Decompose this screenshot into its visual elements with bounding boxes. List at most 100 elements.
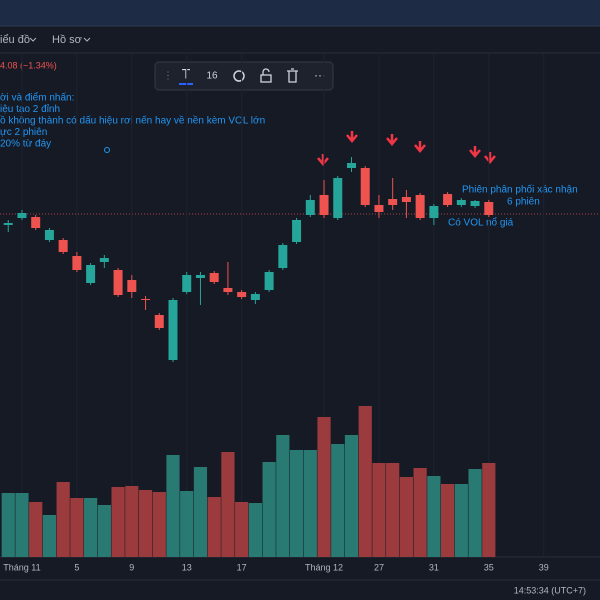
candle-body — [113, 270, 123, 295]
annotation-line: ồ không thành có dấu hiệu rơi nến hay về… — [0, 115, 265, 127]
tab[interactable]: Hồ sơ — [52, 34, 82, 46]
volume-bar — [482, 463, 496, 557]
candle-body — [250, 294, 260, 300]
volume-bar — [111, 487, 125, 557]
candle-body — [292, 220, 302, 242]
candle-body — [484, 202, 494, 215]
arrow — [346, 131, 358, 143]
volume-bar — [303, 450, 317, 557]
arrow — [469, 146, 481, 158]
annotation-line: ực 2 phiên — [0, 127, 47, 138]
chevron — [29, 37, 37, 42]
volume-bar — [42, 515, 57, 557]
volume-bar — [358, 406, 372, 557]
candle-body — [195, 275, 205, 278]
volume-bar — [138, 490, 153, 557]
font-size[interactable]: 16 — [206, 71, 218, 82]
volume-bar — [235, 502, 249, 557]
volume-bar — [454, 484, 468, 557]
settings-icon[interactable] — [233, 70, 245, 82]
volume-bar — [331, 444, 345, 557]
candle-body — [58, 240, 68, 252]
candle-body — [237, 292, 247, 297]
candle-body — [415, 195, 425, 218]
x-tick-label: Tháng 11 — [3, 562, 40, 572]
candle-body — [360, 168, 370, 205]
candle-body — [86, 265, 96, 283]
x-tick-label: 17 — [237, 562, 247, 572]
candle-body — [168, 300, 178, 360]
volume-bar — [1, 493, 15, 557]
candle-body — [374, 205, 384, 212]
candle-body — [278, 245, 288, 268]
candle-body — [72, 256, 82, 270]
drag-handle: ⋮ — [163, 71, 173, 82]
price-change: 4.08 (−1.34%) — [0, 60, 57, 70]
lock-shackle — [262, 68, 270, 75]
volume-bar — [152, 492, 166, 557]
drawing-toolbar: ⋮ T 16 ··· — [154, 61, 334, 91]
volume-bar — [372, 463, 386, 557]
annotation-line: 20% từ đáy — [0, 139, 51, 150]
arrow — [414, 141, 426, 153]
tab[interactable]: iểu đồ — [0, 34, 30, 46]
volume-bar — [399, 477, 414, 557]
x-tick-label: 13 — [182, 562, 192, 572]
volume-bar — [276, 435, 290, 557]
candle-body — [305, 200, 315, 215]
volume-bar — [317, 417, 331, 557]
arrow — [317, 154, 329, 166]
candle-body — [346, 163, 356, 168]
candle-body — [3, 223, 13, 225]
x-tick-label: 5 — [74, 562, 79, 572]
annotation: Phiên phân phối xác nhận — [462, 184, 578, 196]
text-tool[interactable]: T — [182, 66, 191, 82]
more-icon[interactable]: ··· — [314, 68, 326, 82]
volume-bar — [344, 435, 359, 557]
volume-bar — [427, 476, 441, 557]
volume-bar — [386, 463, 400, 557]
candle-body — [223, 288, 233, 292]
candle-body — [209, 273, 219, 282]
x-tick-label: Tháng 12 — [305, 562, 343, 572]
candle-body — [333, 178, 343, 218]
chevron — [83, 37, 91, 42]
volume-bar — [125, 486, 139, 557]
volume-bar — [97, 505, 111, 557]
arrows — [317, 131, 496, 166]
annotation: Có VOL nổ giá — [448, 217, 514, 229]
clock: 14:53:34 (UTC+7) — [514, 585, 586, 595]
candle-body — [141, 299, 151, 300]
candle-body — [429, 206, 439, 218]
x-tick-label: 39 — [539, 562, 549, 572]
tab-row: iểu đồ Hồ sơ — [0, 34, 91, 46]
volume-bar — [248, 503, 262, 557]
price-pane — [3, 157, 494, 362]
candle-body — [154, 315, 164, 328]
annotation: 6 phiên — [507, 197, 540, 208]
volume-bar — [468, 469, 482, 557]
x-tick-label: 9 — [129, 562, 134, 572]
x-tick-label: 35 — [484, 562, 494, 572]
top-bar — [0, 0, 600, 26]
lock-icon[interactable] — [260, 74, 272, 83]
candle-body — [456, 200, 466, 205]
delete-icon[interactable] — [287, 68, 298, 83]
x-tick-label: 27 — [374, 562, 384, 572]
volume-bar — [207, 497, 221, 557]
candle-body — [127, 280, 137, 292]
volume-bar — [84, 498, 98, 557]
volume-bar — [29, 502, 43, 557]
candle-body — [31, 217, 41, 228]
annotation-line: iệu tạo 2 đỉnh — [0, 103, 60, 115]
volume-bar — [440, 484, 455, 557]
volume-bar — [413, 468, 427, 557]
volume-bar — [70, 498, 84, 557]
candle-body — [443, 194, 453, 205]
volume-bar — [262, 462, 276, 557]
arrow — [484, 152, 496, 164]
volume-bar — [15, 493, 29, 557]
volume-bar — [193, 467, 208, 557]
